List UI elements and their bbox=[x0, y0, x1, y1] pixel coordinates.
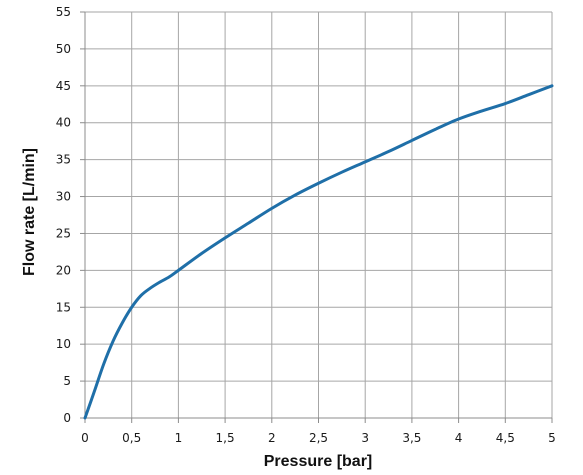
x-tick-label: 1,5 bbox=[216, 431, 235, 445]
y-tick-label: 25 bbox=[56, 226, 71, 240]
y-tick-label: 35 bbox=[56, 153, 71, 167]
grid bbox=[84, 11, 553, 419]
x-tick-label: 2 bbox=[268, 431, 276, 445]
y-tick-label: 20 bbox=[56, 263, 71, 277]
y-tick-label: 40 bbox=[56, 116, 71, 130]
x-tick-label: 0,5 bbox=[122, 431, 141, 445]
y-tick-label: 5 bbox=[63, 374, 71, 388]
x-tick-label: 3,5 bbox=[402, 431, 421, 445]
x-tick-label: 5 bbox=[548, 431, 556, 445]
y-tick-label: 15 bbox=[56, 300, 71, 314]
y-tick-label: 0 bbox=[63, 411, 71, 425]
x-tick-label: 3 bbox=[361, 431, 369, 445]
flow-rate-line bbox=[83, 84, 554, 420]
x-tick-label: 0 bbox=[81, 431, 89, 445]
y-tick-label: 55 bbox=[56, 5, 71, 19]
plot-frame bbox=[80, 11, 553, 423]
y-axis-title: Flow rate [L/min] bbox=[21, 148, 38, 276]
x-tick-labels: 0 0,5 1 1,5 2 2,5 3 3,5 4 4,5 5 bbox=[81, 431, 556, 445]
x-axis-title: Pressure [bar] bbox=[264, 453, 373, 470]
x-tick-label: 4 bbox=[455, 431, 463, 445]
y-tick-label: 10 bbox=[56, 337, 71, 351]
y-tick-labels: 0 5 10 15 20 25 30 35 40 45 50 55 bbox=[56, 5, 71, 425]
x-tick-label: 2,5 bbox=[309, 431, 328, 445]
x-tick-label: 4,5 bbox=[496, 431, 515, 445]
y-tick-label: 45 bbox=[56, 79, 71, 93]
y-tick-label: 50 bbox=[56, 42, 71, 56]
y-tick-label: 30 bbox=[56, 190, 71, 204]
x-tick-label: 1 bbox=[175, 431, 183, 445]
series-group bbox=[83, 84, 554, 420]
